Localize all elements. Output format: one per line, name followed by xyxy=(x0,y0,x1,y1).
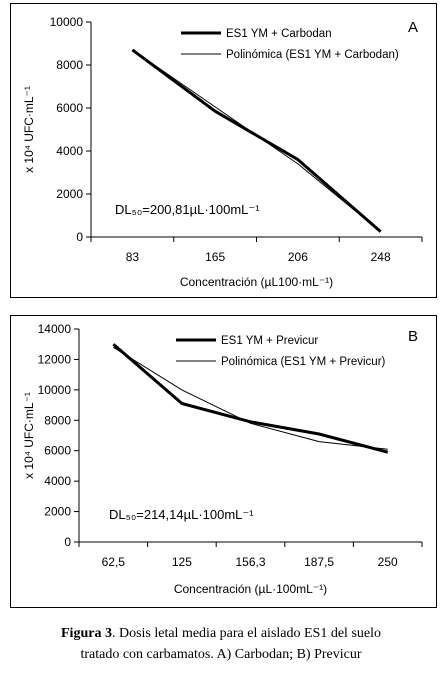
y-tick-label-b-5: 10000 xyxy=(38,383,72,397)
x-axis-title-b: Concentración (µL·100mL⁻¹) xyxy=(174,582,327,596)
x-tick-label-a-2: 206 xyxy=(288,250,308,264)
caption-label: Figura 3 xyxy=(61,626,112,641)
y-tick-label-a-0: 0 xyxy=(76,230,83,244)
y-tick-label-b-3: 6000 xyxy=(44,444,71,458)
caption-line-1: Figura 3. Dosis letal media para el aisl… xyxy=(0,623,442,644)
chart-panel-b: 0 2000 4000 6000 8000 10000 12000 14000 62,5 125 1… xyxy=(10,315,437,608)
y-tick-label-b-0: 0 xyxy=(64,535,71,549)
y-tick-label-b-1: 2000 xyxy=(44,505,71,519)
y-tick-label-a-2: 4000 xyxy=(56,144,83,158)
y-axis-title-a: x 10⁴ UFC·mL⁻¹ xyxy=(22,86,36,173)
x-tick-label-a-1: 165 xyxy=(205,250,225,264)
dl50-annotation-a: DL₅₀=200,81µL·100mL⁻¹ xyxy=(115,202,260,217)
x-axis-title-a: Concentración (µL100·mL⁻¹) xyxy=(180,275,333,289)
caption-line-2: tratado con carbamatos. A) Carbodan; B) … xyxy=(80,647,362,662)
legend-label-b-0: ES1 YM + Previcur xyxy=(221,335,318,347)
chart-panel-a: 0 2000 4000 6000 8000 10000 83 165 206 248 ES1 YM … xyxy=(10,3,437,298)
y-tick-label-b-6: 12000 xyxy=(38,352,72,366)
y-tick-label-b-4: 8000 xyxy=(44,413,71,427)
series-line-a-1 xyxy=(132,49,381,232)
chart-a-svg: 0 2000 4000 6000 8000 10000 83 165 206 248 ES1 YM … xyxy=(22,15,423,289)
x-tick-label-b-4: 250 xyxy=(378,555,398,569)
x-tick-label-b-3: 187,5 xyxy=(304,555,334,569)
x-tick-label-a-3: 248 xyxy=(371,250,391,264)
x-tick-label-b-2: 156,3 xyxy=(235,555,265,569)
figure-caption: Figura 3. Dosis letal media para el aisl… xyxy=(0,623,442,665)
panel-letter-a: A xyxy=(408,19,418,36)
y-tick-label-a-3: 6000 xyxy=(56,101,83,115)
series-line-b-1 xyxy=(113,346,388,450)
y-tick-label-a-4: 8000 xyxy=(56,58,83,72)
y-tick-label-b-2: 4000 xyxy=(44,474,71,488)
x-tick-label-a-0: 83 xyxy=(126,250,140,264)
x-tick-label-b-0: 62,5 xyxy=(102,555,126,569)
y-tick-label-a-1: 2000 xyxy=(56,187,83,201)
y-tick-label-a-5: 10000 xyxy=(50,15,84,29)
legend-label-b-1: Polinómica (ES1 YM + Previcur) xyxy=(221,356,386,368)
chart-b-svg: 0 2000 4000 6000 8000 10000 12000 14000 62,5 125 1… xyxy=(22,322,423,596)
legend-label-a-0: ES1 YM + Carbodan xyxy=(226,28,332,40)
caption-text-1: . Dosis letal media para el aislado ES1 … xyxy=(111,626,381,641)
dl50-annotation-b: DL₅₀=214,14µL·100mL⁻¹ xyxy=(109,507,254,522)
x-tick-label-b-1: 125 xyxy=(172,555,192,569)
panel-letter-b: B xyxy=(408,328,418,345)
legend-label-a-1: Polinómica (ES1 YM + Carbodan) xyxy=(226,49,399,61)
y-tick-label-b-7: 14000 xyxy=(38,322,72,336)
y-axis-title-b: x 10⁴ UFC·mL⁻¹ xyxy=(22,392,36,479)
